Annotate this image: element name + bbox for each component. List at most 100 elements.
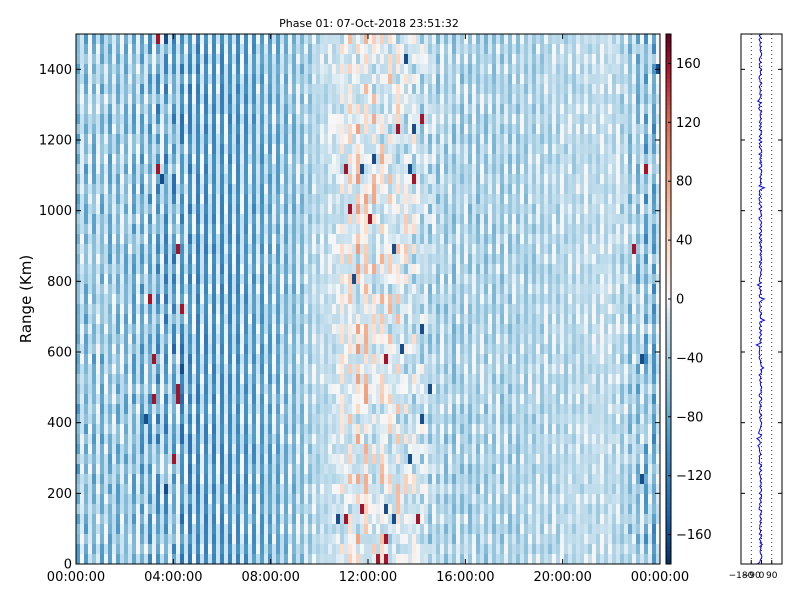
heatmap-cell bbox=[440, 504, 445, 515]
heatmap-cell bbox=[192, 264, 197, 275]
heatmap-cell bbox=[232, 334, 237, 345]
heatmap-cell bbox=[412, 544, 417, 555]
heatmap-cell bbox=[172, 264, 177, 275]
heatmap-cell bbox=[180, 264, 185, 275]
heatmap-cell bbox=[84, 224, 89, 235]
heatmap-cell bbox=[288, 404, 293, 415]
heatmap-cell bbox=[368, 104, 373, 115]
heatmap-cell bbox=[292, 34, 297, 45]
heatmap-cell bbox=[212, 244, 217, 255]
heatmap-cell bbox=[364, 94, 369, 105]
heatmap-cell bbox=[156, 324, 161, 335]
heatmap-cell bbox=[144, 174, 149, 185]
heatmap-cell bbox=[232, 74, 237, 85]
heatmap-cell bbox=[248, 434, 253, 445]
heatmap-cell bbox=[428, 444, 433, 455]
heatmap-cell bbox=[412, 434, 417, 445]
heatmap-cell bbox=[236, 114, 241, 125]
heatmap-cell bbox=[380, 534, 385, 545]
heatmap-cell bbox=[424, 324, 429, 335]
heatmap-cell bbox=[312, 354, 317, 365]
heatmap-cell bbox=[164, 534, 169, 545]
heatmap-cell bbox=[268, 134, 273, 145]
heatmap-cell bbox=[364, 494, 369, 505]
heatmap-cell bbox=[288, 324, 293, 335]
heatmap-cell bbox=[404, 84, 409, 95]
heatmap-cell bbox=[248, 344, 253, 355]
heatmap-cell bbox=[276, 324, 281, 335]
heatmap-cell bbox=[380, 264, 385, 275]
heatmap-cell bbox=[296, 214, 301, 225]
heatmap-cell bbox=[316, 34, 321, 45]
heatmap-cell bbox=[332, 54, 337, 65]
heatmap-cell bbox=[268, 414, 273, 425]
heatmap-cell bbox=[400, 344, 405, 355]
heatmap-cell bbox=[368, 44, 373, 55]
heatmap-cell bbox=[404, 414, 409, 425]
heatmap-cell bbox=[284, 424, 289, 435]
heatmap-cell bbox=[176, 164, 181, 175]
heatmap-cell bbox=[276, 74, 281, 85]
heatmap-column bbox=[136, 34, 141, 565]
heatmap-cell bbox=[168, 254, 173, 265]
heatmap-cell bbox=[396, 44, 401, 55]
heatmap-cell bbox=[420, 154, 425, 165]
heatmap-cell bbox=[224, 534, 229, 545]
heatmap-cell bbox=[324, 384, 329, 395]
heatmap-cell bbox=[104, 454, 109, 465]
heatmap-cell bbox=[412, 364, 417, 375]
heatmap-cell bbox=[128, 34, 133, 45]
heatmap-cell bbox=[372, 434, 377, 445]
heatmap-cell bbox=[300, 244, 305, 255]
heatmap-cell bbox=[216, 344, 221, 355]
heatmap-cell bbox=[256, 54, 261, 65]
heatmap-cell bbox=[280, 114, 285, 125]
heatmap-cell bbox=[228, 214, 233, 225]
heatmap-cell bbox=[392, 474, 397, 485]
heatmap-cell bbox=[376, 184, 381, 195]
heatmap-cell bbox=[220, 534, 225, 545]
heatmap-cell bbox=[420, 44, 425, 55]
heatmap-cell bbox=[184, 364, 189, 375]
heatmap-cell bbox=[296, 124, 301, 135]
heatmap-cell bbox=[388, 544, 393, 555]
heatmap-cell bbox=[244, 214, 249, 225]
heatmap-cell bbox=[240, 204, 245, 215]
heatmap-cell bbox=[128, 414, 133, 425]
heatmap-cell bbox=[144, 214, 149, 225]
heatmap-cell bbox=[212, 524, 217, 535]
heatmap-cell bbox=[408, 554, 413, 565]
heatmap-cell bbox=[216, 274, 221, 285]
heatmap-cell bbox=[344, 404, 349, 415]
heatmap-cell bbox=[336, 524, 341, 535]
heatmap-cell bbox=[332, 164, 337, 175]
heatmap-cell bbox=[352, 244, 357, 255]
heatmap-cell bbox=[140, 214, 145, 225]
heatmap-cell bbox=[204, 144, 209, 155]
heatmap-cell bbox=[152, 454, 157, 465]
heatmap-cell bbox=[176, 474, 181, 485]
heatmap-cell bbox=[252, 114, 257, 125]
heatmap-cell bbox=[296, 224, 301, 235]
heatmap-cell bbox=[144, 334, 149, 345]
heatmap-cell bbox=[160, 544, 165, 555]
heatmap-cell bbox=[100, 454, 105, 465]
heatmap-cell bbox=[192, 454, 197, 465]
heatmap-cell bbox=[356, 114, 361, 125]
heatmap-cell bbox=[344, 334, 349, 345]
heatmap-cell bbox=[272, 154, 277, 165]
heatmap-cell bbox=[292, 324, 297, 335]
heatmap-cell bbox=[296, 34, 301, 45]
heatmap-cell bbox=[388, 434, 393, 445]
heatmap-cell bbox=[232, 454, 237, 465]
heatmap-cell bbox=[232, 464, 237, 475]
heatmap-cell bbox=[208, 444, 213, 455]
heatmap-cell bbox=[424, 394, 429, 405]
heatmap-cell bbox=[292, 234, 297, 245]
heatmap-cell bbox=[440, 344, 445, 355]
heatmap-cell bbox=[416, 524, 421, 535]
heatmap-cell bbox=[92, 424, 97, 435]
heatmap-cell bbox=[160, 164, 165, 175]
heatmap-cell bbox=[260, 164, 265, 175]
heatmap-cell bbox=[288, 554, 293, 565]
